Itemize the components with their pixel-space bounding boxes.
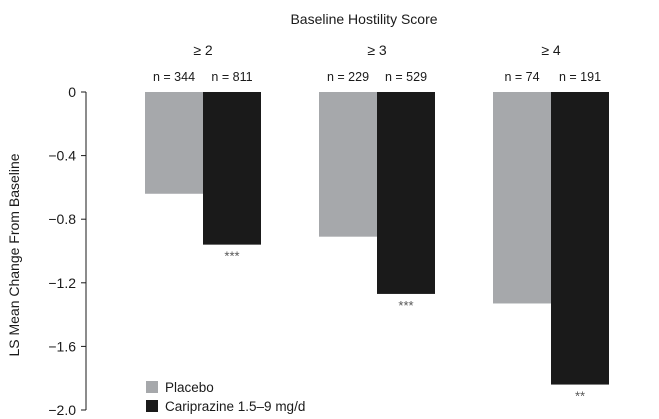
placebo-bar	[493, 92, 551, 304]
category-label: ≥ 4	[541, 42, 561, 58]
y-axis: 0 −0.4 −0.8 −1.2 −1.6 −2.0	[48, 84, 87, 418]
cariprazine-sample-size: n = 191	[559, 70, 601, 84]
y-tick-label: −2.0	[48, 402, 76, 418]
y-tick-label: −0.4	[48, 148, 76, 164]
legend: Placebo Cariprazine 1.5–9 mg/d	[146, 380, 305, 414]
labels-group: ≥ 2n = 344 n = 811***≥ 3n = 229 n = 529***…	[153, 42, 601, 404]
legend-cariprazine-swatch	[146, 400, 158, 412]
placebo-sample-size: n = 74	[504, 70, 539, 84]
legend-placebo-label: Placebo	[165, 380, 214, 395]
significance-marker: ***	[224, 249, 239, 264]
chart-title: Baseline Hostility Score	[290, 11, 437, 27]
significance-marker: **	[575, 389, 585, 404]
placebo-sample-size: n = 344	[153, 70, 195, 84]
placebo-bar	[145, 92, 203, 194]
category-label: ≥ 2	[193, 42, 213, 58]
legend-cariprazine-label: Cariprazine 1.5–9 mg/d	[165, 399, 305, 414]
cariprazine-sample-size: n = 529	[385, 70, 427, 84]
cariprazine-bar	[203, 92, 261, 245]
bars-group	[145, 92, 609, 385]
category-label: ≥ 3	[367, 42, 387, 58]
y-tick-label: −1.2	[48, 275, 76, 291]
y-tick-label: −0.8	[48, 211, 76, 227]
y-tick-label: 0	[68, 84, 76, 100]
y-axis-label: LS Mean Change From Baseline	[6, 153, 22, 356]
y-tick-label: −1.6	[48, 338, 76, 354]
cariprazine-bar	[551, 92, 609, 385]
cariprazine-sample-size: n = 811	[211, 70, 252, 84]
legend-placebo-swatch	[146, 381, 158, 393]
cariprazine-bar	[377, 92, 435, 294]
significance-marker: ***	[398, 298, 413, 313]
placebo-sample-size: n = 229	[327, 70, 369, 84]
placebo-bar	[319, 92, 377, 237]
